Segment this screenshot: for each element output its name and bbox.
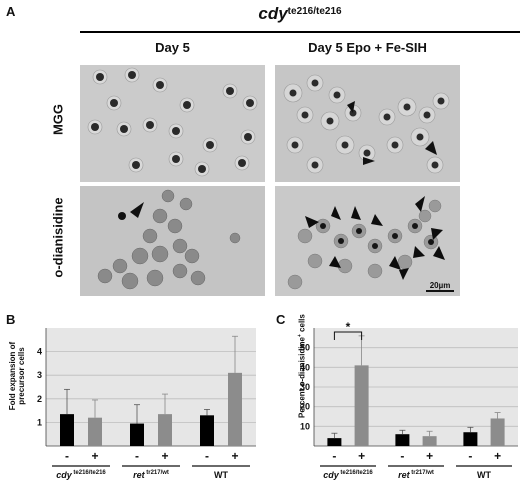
chart-c-percent-o-dianisidine: 10 20 30 40 50- + - + - + * cdy te216/te216 ret tr21… — [298, 320, 520, 482]
chart-c-group-label: cdy te216/te216 — [304, 470, 392, 480]
row-label-mgg: MGG — [50, 103, 66, 136]
chart-c-bar — [490, 418, 505, 446]
chart-b-treatment-label: - — [135, 449, 139, 463]
title-allele: te216/te216 — [287, 6, 342, 17]
micrograph-odia-day5 — [80, 186, 265, 296]
chart-c-bar — [327, 438, 342, 446]
chart-c-ytick-label: 40 — [300, 362, 310, 372]
chart-c-bar — [422, 436, 437, 446]
chart-b-group-name: cdy — [56, 470, 72, 480]
micrograph-mgg-epo-image — [275, 65, 460, 182]
chart-b-treatment-label: - — [65, 449, 69, 463]
scale-bar-line — [426, 290, 454, 292]
chart-c-treatment-label: + — [494, 449, 501, 463]
title-divider — [80, 31, 520, 33]
chart-c-ytick-label: 30 — [300, 382, 310, 392]
micrograph-mgg-day5-image — [80, 65, 265, 182]
chart-b-plot-area — [46, 328, 256, 446]
micrograph-odia-day5-image — [80, 186, 265, 296]
chart-b-ylabel: Fold expansion of precursor cells — [8, 336, 28, 416]
chart-b-treatment-label: + — [161, 449, 168, 463]
chart-b-bar — [60, 414, 74, 446]
chart-b-group-allele: tr217/wt — [144, 470, 169, 476]
chart-c-bar — [395, 434, 410, 446]
micrograph-mgg-day5 — [80, 65, 265, 182]
title-genotype: cdy — [258, 4, 288, 23]
chart-b-ytick-label: 4 — [37, 347, 42, 357]
chart-c-group-name: ret — [398, 470, 410, 480]
chart-b-group-name: WT — [214, 470, 228, 480]
chart-c-ytick-label: 20 — [300, 402, 310, 412]
chart-b-group-label: ret tr217/wt — [106, 470, 196, 480]
scale-bar-label: 20µm — [429, 281, 451, 290]
chart-c-treatment-label: - — [400, 449, 404, 463]
chart-b-ytick-label: 2 — [37, 394, 42, 404]
chart-b-treatment-label: + — [231, 449, 238, 463]
chart-c-treatment-label: + — [358, 449, 365, 463]
chart-b-bar — [130, 423, 144, 446]
chart-b-ytick-label: 3 — [37, 370, 42, 380]
chart-b-treatment-label: - — [205, 449, 209, 463]
chart-c-svg: 10 20 30 40 50 - + - + - + * — [300, 320, 518, 467]
chart-c-treatment-label: - — [468, 449, 472, 463]
panel-letter-c: C — [276, 312, 286, 327]
chart-b-bar — [200, 415, 214, 446]
scale-bar: 20µm — [426, 281, 454, 292]
chart-b-ylabel-line1: Fold expansion of — [8, 341, 17, 411]
panel-letter-a: A — [6, 4, 16, 19]
chart-b-bar — [88, 417, 102, 446]
chart-b-group-name: ret — [133, 470, 145, 480]
chart-b-group-label: cdy te216/te216 — [36, 470, 126, 480]
chart-b-group-allele: te216/te216 — [71, 470, 106, 476]
micrograph-odia-epo-image — [275, 186, 460, 296]
micrograph-odia-epo: 20µm — [275, 186, 460, 296]
chart-c-ytick-label: 50 — [300, 343, 310, 353]
chart-b-treatment-label: + — [91, 449, 98, 463]
panel-letter-b: B — [6, 312, 16, 327]
column-header-day5: Day 5 — [155, 40, 190, 55]
figure-title: cdyte216/te216 — [80, 4, 520, 24]
chart-c-group-label: ret tr217/wt — [372, 470, 460, 480]
chart-c-bar — [354, 365, 369, 446]
chart-c-treatment-label: - — [332, 449, 336, 463]
chart-c-ytick-label: 10 — [300, 421, 310, 431]
chart-c-bar — [463, 432, 478, 446]
chart-c-treatment-label: + — [426, 449, 433, 463]
chart-b-bar — [158, 414, 172, 446]
chart-c-group-allele: tr217/wt — [409, 470, 434, 476]
micrograph-mgg-epo — [275, 65, 460, 182]
row-label-o-dianisidine: o-dianisidine — [50, 197, 66, 278]
chart-c-significance-bracket — [333, 331, 363, 340]
chart-c-group-allele: te216/te216 — [338, 470, 373, 476]
chart-c-group-name: cdy — [323, 470, 339, 480]
chart-c-group-label: WT — [440, 470, 520, 480]
chart-c-group-name: WT — [477, 470, 491, 480]
column-header-epo: Day 5 Epo + Fe-SIH — [308, 40, 427, 55]
chart-b-group-label: WT — [176, 470, 266, 480]
chart-b-svg: 1 2 3 4 - + - + - + — [37, 328, 256, 467]
chart-b-ytick-label: 1 — [37, 417, 42, 427]
chart-b-bar — [228, 372, 242, 446]
chart-c-significance-label: * — [346, 322, 351, 334]
chart-b-ylabel-line2: precursor cells — [17, 347, 26, 405]
chart-b-fold-expansion: 1 2 3 4- + - + - + cdy te216/te216 ret tr217/wt WT — [30, 322, 260, 482]
